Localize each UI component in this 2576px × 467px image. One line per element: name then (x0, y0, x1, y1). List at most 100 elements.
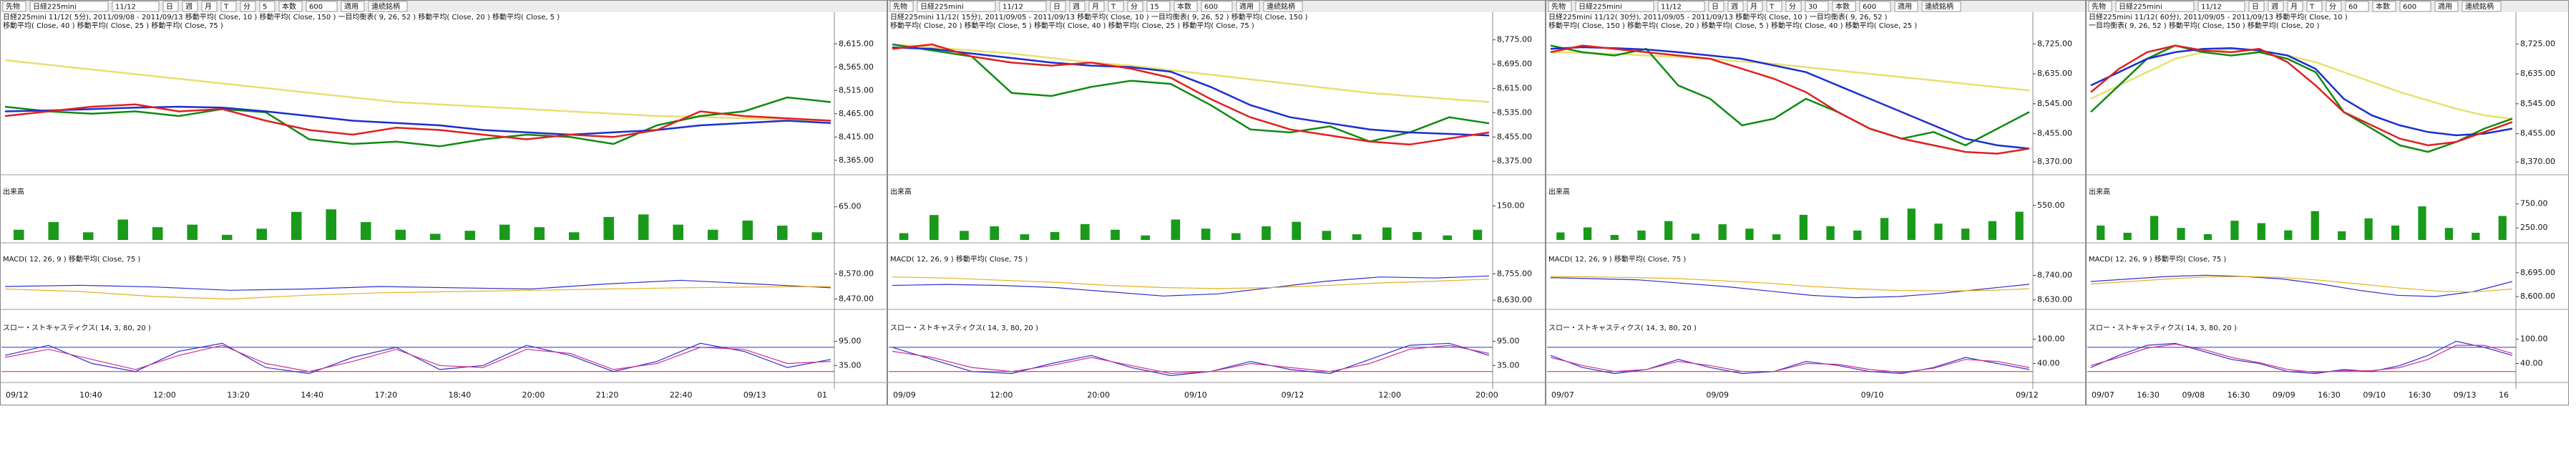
x-tick-label: 09/10 (2363, 390, 2386, 400)
toolbar-label[interactable]: 日経225mini (33, 2, 77, 11)
toolbar-label[interactable]: 日 (2252, 4, 2259, 11)
volume-bar (2418, 206, 2426, 240)
toolbar-label[interactable]: T (1769, 4, 1775, 11)
toolbar-label[interactable]: 60 (2348, 4, 2358, 11)
toolbar-label[interactable]: 週 (1731, 3, 1738, 11)
toolbar-label[interactable]: 連続銘柄 (2465, 2, 2494, 11)
toolbar-label[interactable]: 本数 (1177, 2, 1191, 11)
x-tick-label: 09/10 (1861, 390, 1884, 400)
volume-bar (1413, 232, 1422, 240)
toolbar-label[interactable]: 日経225mini (920, 2, 964, 11)
section-label: スロー・ストキャスティクス( 14, 3, 80, 20 ) (3, 324, 151, 332)
section-label: 出来高 (2089, 187, 2110, 196)
toolbar-label[interactable]: 600 (1863, 4, 1876, 11)
section-label: スロー・ストキャスティクス( 14, 3, 80, 20 ) (2089, 324, 2237, 332)
toolbar-label[interactable]: 分 (1131, 3, 1138, 11)
toolbar-label[interactable]: 連続銘柄 (371, 2, 400, 11)
x-tick-label: 09/09 (893, 390, 916, 400)
chart-window: 先物 日経225mini 11/12 日 週 月 T 分 15 本数 600 適用 連続銘柄日経225m… (887, 0, 1546, 467)
volume-bar (1080, 224, 1090, 240)
toolbar-label[interactable]: 適用 (344, 2, 358, 11)
toolbar-label[interactable]: 週 (185, 3, 192, 11)
toolbar-label[interactable]: 11/12 (1661, 4, 1682, 11)
y-tick-label: 8,615.00 (1497, 83, 1532, 92)
toolbar-label[interactable]: 月 (1092, 3, 1099, 11)
volume-bar (1443, 236, 1452, 240)
toolbar-label[interactable]: 月 (1750, 3, 1757, 11)
volume-bar (1989, 221, 1996, 240)
toolbar-label[interactable]: 600 (309, 4, 323, 11)
toolbar-label[interactable]: T (1111, 4, 1116, 11)
y-tick-label: 750.00 (2520, 199, 2548, 208)
x-tick-label: 20:00 (1475, 390, 1498, 400)
toolbar-label[interactable]: 5 (263, 4, 267, 11)
volume-bar (569, 232, 580, 240)
volume-bar (811, 232, 822, 240)
volume-bar (1262, 226, 1271, 240)
y-tick-label: 8,695.00 (2520, 268, 2555, 277)
toolbar-label[interactable]: 11/12 (1002, 4, 1023, 11)
volume-bar (2204, 234, 2212, 240)
volume-bar (1231, 234, 1241, 241)
toolbar-label[interactable]: 適用 (2438, 2, 2452, 11)
toolbar-label[interactable]: 日 (1053, 4, 1060, 11)
volume-bar (1934, 223, 1942, 240)
volume-bar (430, 234, 441, 240)
volume-bar (1961, 228, 1969, 240)
section-label: MACD( 12, 26, 9 ) 移動平均( Close, 75 ) (2089, 254, 2226, 264)
toolbar-label[interactable]: 分 (2329, 3, 2336, 11)
toolbar-label[interactable]: 本数 (1835, 2, 1850, 11)
toolbar-label[interactable]: 月 (2290, 3, 2298, 11)
section-label: MACD( 12, 26, 9 ) 移動平均( Close, 75 ) (1548, 254, 1686, 264)
toolbar-label[interactable]: T (2309, 4, 2315, 11)
volume-bar (361, 222, 371, 240)
y-tick-label: 8,455.00 (2037, 129, 2072, 138)
toolbar-label[interactable]: 週 (1073, 3, 1080, 11)
toolbar-label[interactable]: 月 (205, 3, 212, 11)
toolbar-label[interactable]: 600 (1204, 4, 1218, 11)
toolbar-label[interactable]: 600 (2403, 4, 2416, 11)
toolbar-label[interactable]: 先物 (893, 2, 907, 11)
toolbar-label[interactable]: 適用 (1898, 2, 1912, 11)
x-tick-label: 16 (2499, 390, 2509, 400)
x-tick-label: 09/12 (1282, 390, 1304, 400)
volume-bar (187, 225, 197, 240)
toolbar-label[interactable]: 本数 (282, 2, 296, 11)
toolbar-label[interactable]: 11/12 (115, 4, 136, 11)
toolbar-label[interactable]: 日 (166, 4, 173, 11)
indicator-legend: 移動平均( Close, 20 ) 移動平均( Close, 5 ) 移動平均(… (890, 21, 1254, 30)
volume-bar (1382, 228, 1392, 240)
toolbar-label[interactable]: 30 (1808, 4, 1818, 11)
volume-bar (638, 214, 649, 240)
indicator-legend: 移動平均( Close, 40 ) 移動平均( Close, 25 ) 移動平均… (3, 21, 223, 30)
volume-bar (1111, 230, 1120, 240)
toolbar-label[interactable]: 15 (1150, 4, 1159, 11)
toolbar-label[interactable]: T (223, 4, 229, 11)
volume-bar (960, 231, 969, 240)
y-tick-label: 8,630.00 (2037, 295, 2072, 304)
toolbar-label[interactable]: 連続銘柄 (1267, 2, 1295, 11)
y-tick-label: 65.00 (839, 202, 862, 211)
toolbar-label[interactable]: 適用 (1239, 2, 1254, 11)
toolbar-label[interactable]: 日 (1712, 4, 1719, 11)
volume-bar (1853, 231, 1861, 240)
volume-bar (708, 230, 718, 240)
indicator-legend: 日経225mini 11/12( 15分), 2011/09/05 - 2011… (890, 12, 1308, 21)
section-label: 出来高 (1548, 187, 1570, 196)
volume-bar (2284, 231, 2292, 240)
toolbar-label[interactable]: 日経225mini (2119, 2, 2162, 11)
toolbar-label[interactable]: 本数 (2376, 2, 2390, 11)
toolbar-label[interactable]: 分 (1789, 3, 1796, 11)
y-tick-label: 8,755.00 (1497, 269, 1532, 278)
toolbar-label[interactable]: 先物 (1551, 2, 1566, 11)
x-tick-label: 10:40 (79, 390, 102, 400)
toolbar-label[interactable]: 連続銘柄 (1925, 2, 1953, 11)
toolbar-label[interactable]: 日経225mini (1579, 2, 1622, 11)
section-label: スロー・ストキャスティクス( 14, 3, 80, 20 ) (890, 324, 1038, 332)
volume-bar (1880, 218, 1888, 240)
toolbar-label[interactable]: 先物 (6, 2, 20, 11)
toolbar-label[interactable]: 週 (2271, 3, 2278, 11)
toolbar-label[interactable]: 11/12 (2201, 4, 2222, 11)
toolbar-label[interactable]: 分 (243, 3, 250, 11)
toolbar-label[interactable]: 先物 (2092, 2, 2106, 11)
